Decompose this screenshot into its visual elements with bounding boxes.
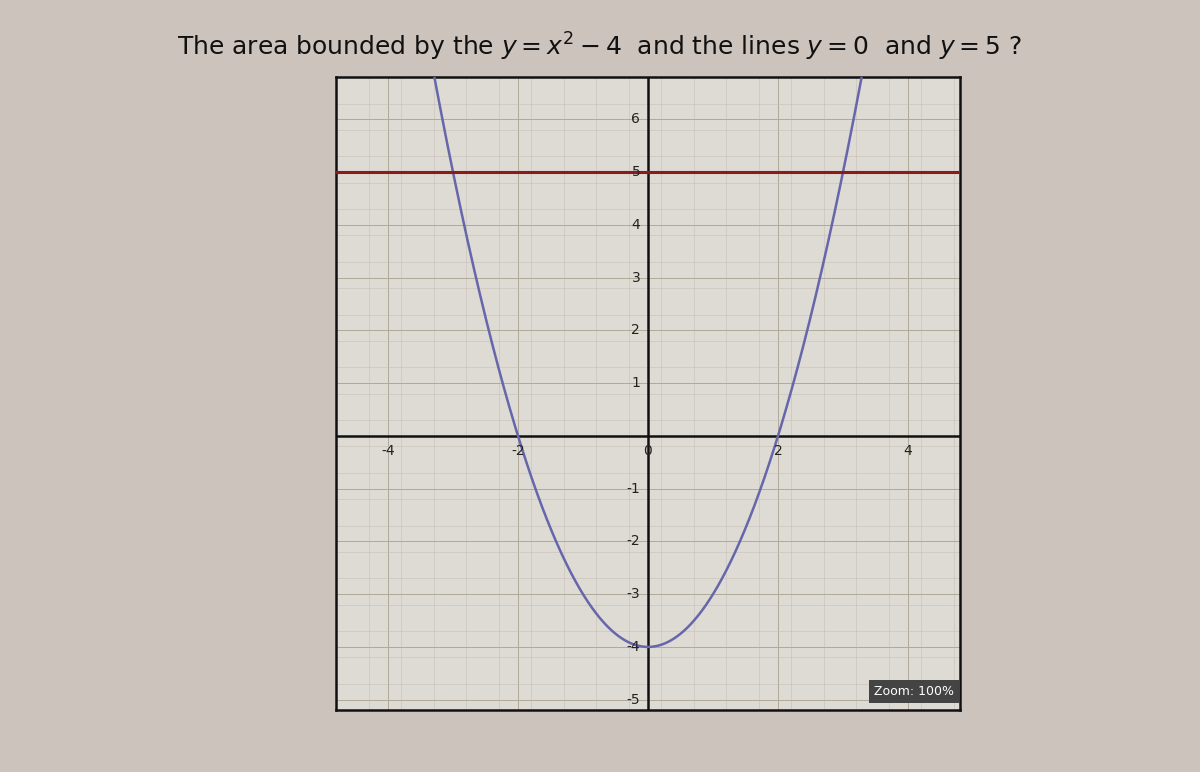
Text: 2: 2 xyxy=(774,444,782,458)
Text: 5: 5 xyxy=(631,165,641,179)
Text: 1: 1 xyxy=(631,376,641,390)
Text: -4: -4 xyxy=(626,640,641,654)
Text: -2: -2 xyxy=(511,444,524,458)
Text: -5: -5 xyxy=(626,692,641,706)
Text: -3: -3 xyxy=(626,587,641,601)
Text: 6: 6 xyxy=(631,113,641,127)
Text: 2: 2 xyxy=(631,323,641,337)
Text: 4: 4 xyxy=(904,444,912,458)
Text: 0: 0 xyxy=(643,444,653,458)
Text: Zoom: 100%: Zoom: 100% xyxy=(874,685,954,698)
Text: -4: -4 xyxy=(382,444,395,458)
Text: -1: -1 xyxy=(626,482,641,496)
Text: 3: 3 xyxy=(631,271,641,285)
Text: -2: -2 xyxy=(626,534,641,548)
Text: The area bounded by the $y = x^2 - 4$  and the lines $y = 0$  and $y = 5$ ?: The area bounded by the $y = x^2 - 4$ an… xyxy=(178,31,1022,63)
Text: 4: 4 xyxy=(631,218,641,232)
